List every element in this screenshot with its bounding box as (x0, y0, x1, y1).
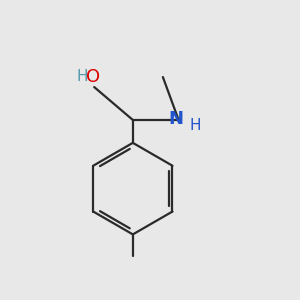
Text: O: O (86, 68, 100, 86)
Text: H: H (190, 118, 201, 133)
Text: H: H (77, 69, 88, 84)
Text: N: N (169, 110, 184, 128)
